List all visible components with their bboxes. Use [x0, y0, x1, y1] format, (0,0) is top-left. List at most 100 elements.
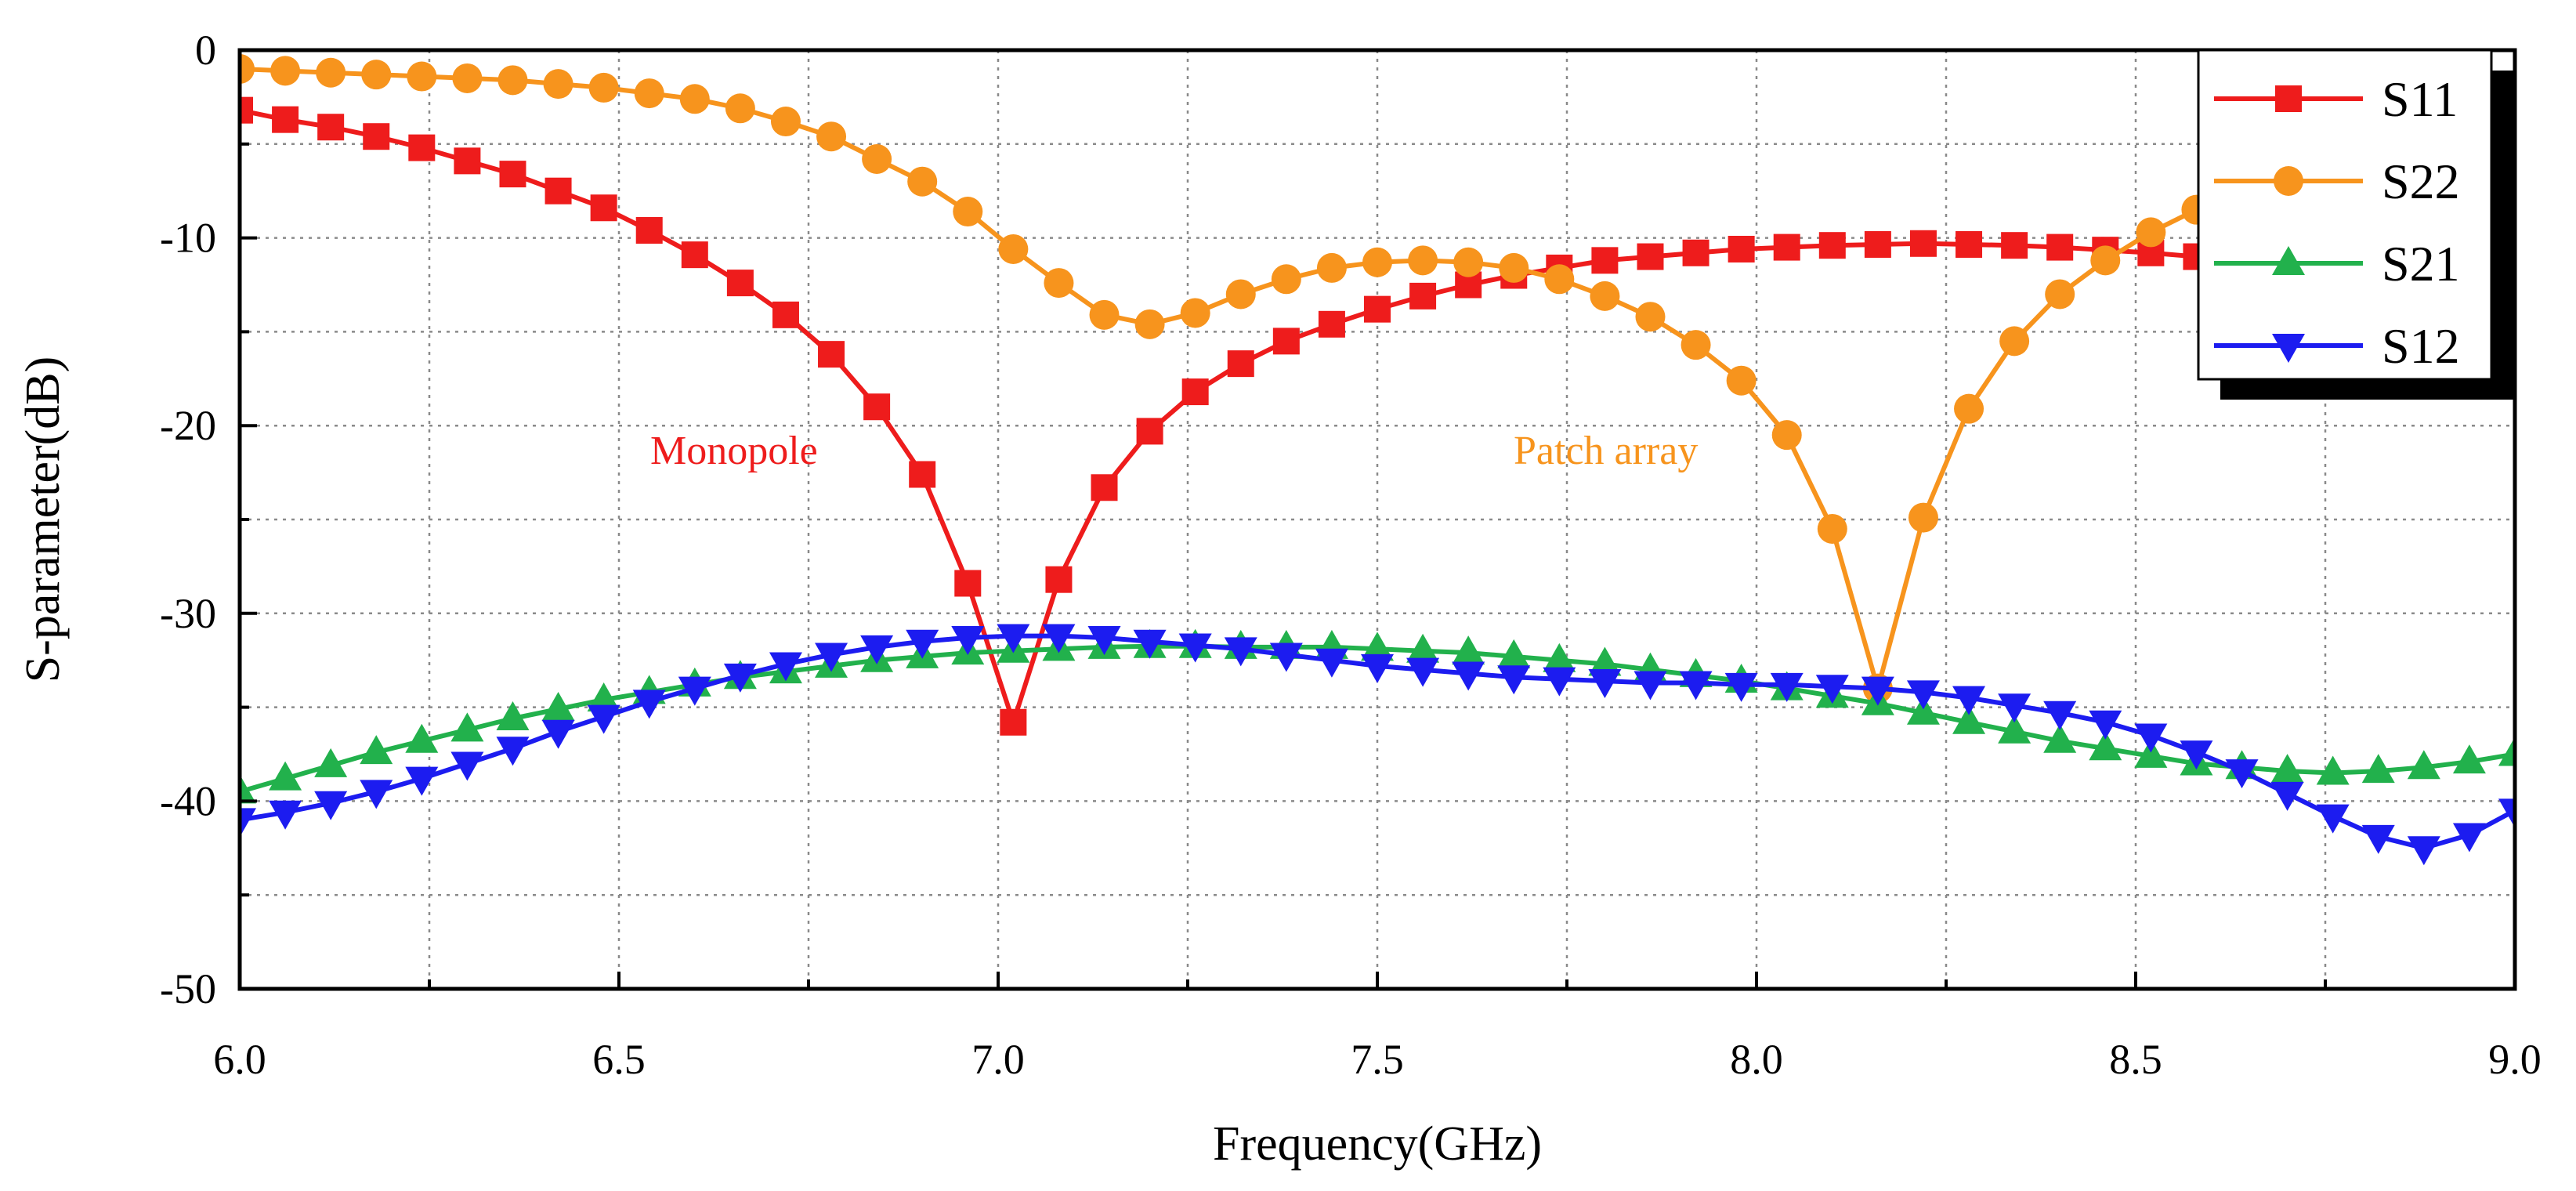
- data-point-s11: [635, 217, 663, 244]
- legend-entry-s22: S22: [2214, 154, 2460, 209]
- data-point-s12: [1269, 643, 1303, 672]
- data-point-s11: [1227, 350, 1254, 378]
- data-point-s12: [997, 624, 1030, 653]
- data-point-s12: [1543, 667, 1576, 697]
- data-point-s11: [363, 123, 390, 150]
- legend-label: S11: [2382, 71, 2458, 127]
- data-point-s12: [2498, 798, 2515, 828]
- data-point-s21: [2043, 723, 2077, 753]
- data-point-s11: [1956, 230, 1983, 258]
- data-point-s21: [2407, 750, 2440, 780]
- data-point-s21: [496, 700, 530, 730]
- data-point-s22: [679, 84, 710, 114]
- data-point-s22: [1180, 298, 1210, 328]
- data-point-s21: [1998, 714, 2031, 744]
- data-point-s22: [240, 53, 255, 84]
- x-tick-label: 7.0: [971, 1036, 1025, 1083]
- data-point-s12: [2180, 740, 2213, 770]
- data-point-s22: [1817, 513, 1847, 544]
- data-point-s11: [272, 106, 299, 133]
- data-point-s22: [2045, 279, 2075, 310]
- data-point-s11: [1000, 708, 1027, 736]
- data-point-s12: [2270, 781, 2304, 811]
- legend-entry-s12: S12: [2214, 318, 2460, 374]
- data-point-s22: [2090, 245, 2121, 276]
- data-point-s11: [954, 570, 982, 597]
- data-point-s12: [1679, 671, 1713, 700]
- legend-label: S21: [2382, 236, 2460, 291]
- data-point-s12: [815, 643, 848, 672]
- y-tick-label: -30: [160, 590, 216, 637]
- grid-layer: [240, 50, 2515, 989]
- data-point-s12: [2134, 723, 2168, 753]
- legend-entries: S11 S22 S21 S12: [2214, 71, 2460, 374]
- data-point-s22: [1453, 247, 1484, 277]
- data-point-s11: [1045, 566, 1073, 593]
- data-point-s11: [545, 177, 572, 205]
- data-point-s21: [2452, 744, 2486, 774]
- data-point-s12: [2316, 804, 2350, 834]
- data-point-s21: [2361, 754, 2395, 784]
- data-point-s21: [269, 761, 302, 791]
- data-point-s12: [1315, 648, 1348, 678]
- data-point-s12: [450, 751, 484, 781]
- data-point-s11: [317, 114, 345, 141]
- data-point-s21: [360, 735, 393, 765]
- data-point-s21: [2316, 755, 2350, 785]
- legend: S11 S22 S21 S12: [2197, 49, 2513, 400]
- x-tick-label: 6.5: [592, 1036, 646, 1083]
- data-point-s11: [1181, 378, 1209, 406]
- data-point-s12: [1998, 693, 2031, 723]
- data-point-s22: [634, 78, 664, 109]
- data-point-s11: [1136, 418, 1163, 445]
- data-point-s12: [1906, 680, 1940, 710]
- data-point-s12: [2225, 759, 2259, 789]
- data-point-s21: [314, 748, 348, 777]
- data-point-s12: [1406, 657, 1440, 687]
- data-point-s22: [1408, 245, 1438, 276]
- data-point-s22: [407, 61, 437, 92]
- data-point-s12: [1133, 629, 1167, 659]
- data-point-s12: [1178, 633, 1212, 663]
- legend-entry-s21: S21: [2214, 236, 2460, 291]
- data-point-s11: [454, 147, 481, 175]
- data-point-s22: [361, 60, 392, 90]
- legend-marker: [2272, 334, 2305, 363]
- data-point-s12: [1361, 653, 1394, 683]
- data-point-s22: [316, 57, 346, 88]
- data-point-s22: [543, 69, 573, 100]
- data-point-s22: [1089, 299, 1120, 330]
- tick-label-layer: 6.0 6.5 7.0 7.5 8.0 8.5 9.0 0 -10 -20 -30 -40 -50: [160, 27, 2542, 1083]
- data-point-s12: [1497, 665, 1531, 695]
- data-point-s22: [1954, 393, 1984, 424]
- data-point-s22: [725, 93, 755, 124]
- data-point-s12: [1815, 675, 1849, 704]
- data-point-s12: [1452, 661, 1485, 691]
- data-point-s12: [1087, 625, 1121, 655]
- data-point-s22: [1499, 252, 1529, 283]
- data-point-s11: [1409, 282, 1437, 310]
- data-point-s22: [497, 65, 528, 96]
- legend-entry-s11: S11: [2214, 71, 2458, 127]
- data-point-s12: [1042, 624, 1076, 653]
- data-point-s12: [314, 791, 348, 820]
- data-point-s11: [1637, 243, 1664, 270]
- data-point-s11: [1909, 230, 1937, 257]
- data-point-s22: [1362, 247, 1392, 277]
- data-point-s11: [1864, 230, 1891, 258]
- data-point-s12: [1224, 637, 1257, 667]
- data-point-s21: [1588, 646, 1622, 676]
- data-point-s21: [1543, 643, 1576, 672]
- data-point-s22: [1771, 420, 1802, 451]
- legend-marker: [2275, 85, 2302, 112]
- data-point-s11: [1728, 235, 1755, 262]
- data-point-s12: [1588, 669, 1622, 699]
- data-point-s12: [769, 652, 802, 682]
- data-point-s12: [1952, 686, 1986, 715]
- data-point-s11: [1818, 232, 1846, 259]
- data-point-s22: [770, 107, 801, 137]
- data-point-s22: [452, 63, 483, 93]
- data-point-s11: [863, 393, 891, 421]
- data-point-s22: [1544, 264, 1575, 295]
- data-point-s12: [2452, 823, 2486, 853]
